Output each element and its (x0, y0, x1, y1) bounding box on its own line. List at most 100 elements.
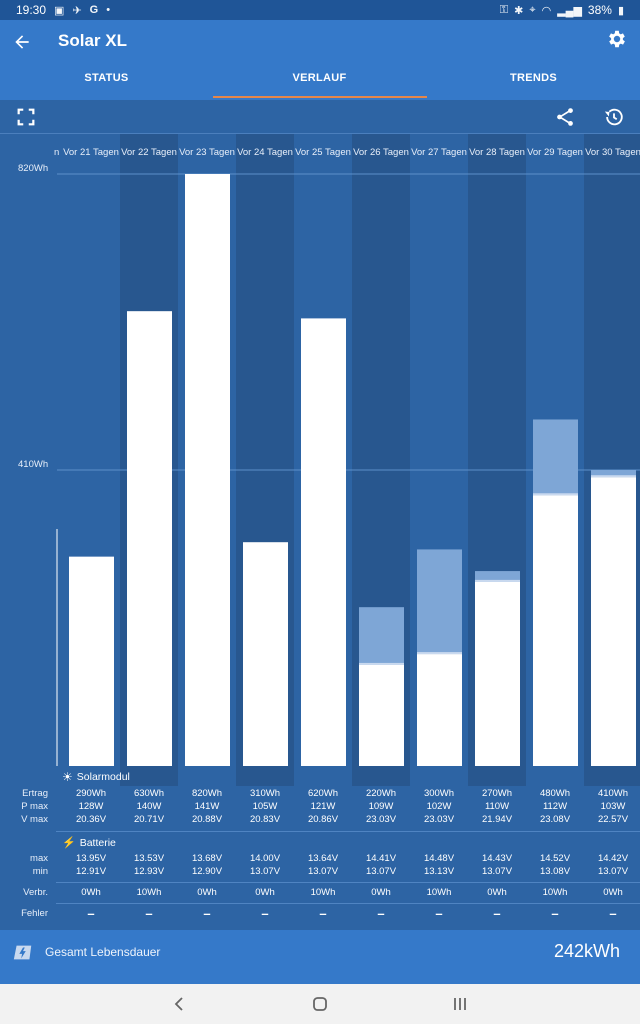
gallery-icon: ▣ (54, 4, 65, 17)
bar (69, 556, 114, 766)
table-cell-ertrag: 410Wh (597, 788, 629, 799)
bar (475, 581, 520, 766)
table-cell-vmax: 20.36V (75, 814, 107, 825)
x-tick-label: Vor 24 Tagen (237, 147, 293, 158)
x-tick-label: Vor 30 Tagen (585, 147, 640, 158)
table-cell-bat-max: 14.52V (539, 853, 571, 864)
bar-separator (359, 662, 404, 665)
table-cell-ertrag: 630Wh (133, 788, 165, 799)
table-cell-bat-max: 13.53V (133, 853, 165, 864)
tab-status[interactable]: STATUS (84, 72, 129, 84)
key-icon: ⚿ (499, 3, 509, 16)
x-tick-label: Vor 27 Tagen (411, 147, 467, 158)
day-summary-table: ☀ Solarmodul Ertrag P max V max ⚡ Batter… (0, 768, 640, 930)
tab-indicator (213, 96, 427, 98)
clock: 19:30 (16, 3, 47, 17)
x-tick-label: Vor 25 Tagen (295, 147, 351, 158)
table-cell-bat-min: 12.93V (133, 866, 165, 877)
table-cell-bat-min: 13.07V (597, 866, 629, 877)
table-cell-vmax: 23.03V (365, 814, 397, 825)
x-tick-label-partial: n (54, 147, 59, 158)
google-icon: G (89, 4, 99, 16)
settings-button[interactable] (606, 28, 632, 54)
home-icon (313, 997, 327, 1011)
fullscreen-button[interactable] (15, 106, 37, 128)
battery-percent: 38% (587, 3, 612, 17)
table-cell-verbr: 10Wh (542, 887, 568, 898)
table-cell-verbr: 10Wh (426, 887, 452, 898)
bar (185, 174, 230, 766)
solar-section-header: ☀ Solarmodul (62, 770, 130, 784)
bar (359, 664, 404, 766)
table-cell-bat-min: 13.13V (423, 866, 455, 877)
table-cell-vmax: 20.86V (307, 814, 339, 825)
share-button[interactable] (554, 106, 576, 128)
verbr-label: Verbr. (23, 887, 48, 898)
y-tick-label: 410Wh (18, 459, 48, 470)
table-cell-pmax: 110W (484, 801, 510, 812)
x-tick-label: Vor 21 Tagen (63, 147, 119, 158)
table-cell-pmax: 112W (542, 801, 568, 812)
table-cell-ertrag: 300Wh (423, 788, 455, 799)
ertrag-label: Ertrag (22, 788, 48, 799)
lifetime-label: Gesamt Lebensdauer (45, 945, 161, 959)
table-cell-vmax: 23.08V (539, 814, 571, 825)
table-cell-ertrag: 820Wh (191, 788, 223, 799)
table-cell-verbr: 0Wh (603, 887, 623, 898)
arrow-left-icon (15, 35, 29, 49)
bar (301, 318, 346, 766)
table-cell-pmax: 128W (78, 801, 104, 812)
fehler-label: Fehler (21, 908, 48, 919)
solar-section-label: Solarmodul (76, 771, 130, 783)
table-cell-bat-max: 13.64V (307, 853, 339, 864)
nav-back-button[interactable] (165, 992, 195, 1016)
table-cell-pmax: 102W (426, 801, 452, 812)
table-cell-vmax: 22.57V (597, 814, 629, 825)
chevron-left-icon (174, 997, 183, 1011)
table-cell-pmax: 103W (600, 801, 626, 812)
bar-separator (417, 652, 462, 655)
fullscreen-icon (17, 108, 35, 126)
table-cell-fehler: – (493, 906, 501, 921)
history-chart[interactable]: 820Wh 410Wh n Vor 21 Tagen Vor 22 Tagen Vor 2… (0, 134, 640, 786)
bat-max-label: max (30, 853, 48, 864)
tab-trends[interactable]: TRENDS (509, 72, 558, 84)
table-cell-vmax: 21.94V (481, 814, 513, 825)
pmax-label: P max (21, 801, 48, 812)
table-cell-verbr: 0Wh (487, 887, 507, 898)
nav-recents-button[interactable] (445, 992, 475, 1016)
x-tick-label: Vor 23 Tagen (179, 147, 235, 158)
table-cell-bat-max: 14.41V (365, 853, 397, 864)
history-button[interactable] (603, 106, 625, 128)
table-cell-bat-min: 12.91V (75, 866, 107, 877)
table-cell-bat-min: 13.07V (365, 866, 397, 877)
table-cell-bat-min: 13.08V (539, 866, 571, 877)
table-cell-ertrag: 220Wh (365, 788, 397, 799)
table-cell-verbr: 0Wh (255, 887, 275, 898)
x-tick-label: Vor 28 Tagen (469, 147, 525, 158)
back-button[interactable] (8, 28, 36, 56)
recents-icon (454, 998, 466, 1010)
divider (56, 882, 640, 883)
lifetime-value: 242kWh (553, 941, 620, 961)
bar (243, 542, 288, 766)
table-cell-vmax: 23.03V (423, 814, 455, 825)
bluetooth-icon: ✱ (514, 4, 524, 17)
system-nav-bar (0, 984, 640, 1024)
share-icon (557, 108, 573, 126)
tab-verlauf[interactable]: VERLAUF (292, 72, 347, 84)
table-cell-bat-min: 13.07V (307, 866, 339, 877)
app-bar: Solar XL STATUS VERLAUF TRENDS (0, 20, 640, 100)
table-cell-bat-max: 13.95V (75, 853, 107, 864)
bar-separator (591, 475, 636, 478)
solar-panel-icon (12, 942, 34, 964)
table-cell-bat-max: 13.68V (191, 853, 223, 864)
x-tick-label: Vor 26 Tagen (353, 147, 409, 158)
table-cell-pmax: 105W (252, 801, 278, 812)
table-cell-pmax: 140W (136, 801, 162, 812)
table-cell-verbr: 10Wh (136, 887, 162, 898)
table-cell-vmax: 20.88V (191, 814, 223, 825)
history-icon (604, 108, 623, 126)
nav-home-button[interactable] (305, 992, 335, 1016)
